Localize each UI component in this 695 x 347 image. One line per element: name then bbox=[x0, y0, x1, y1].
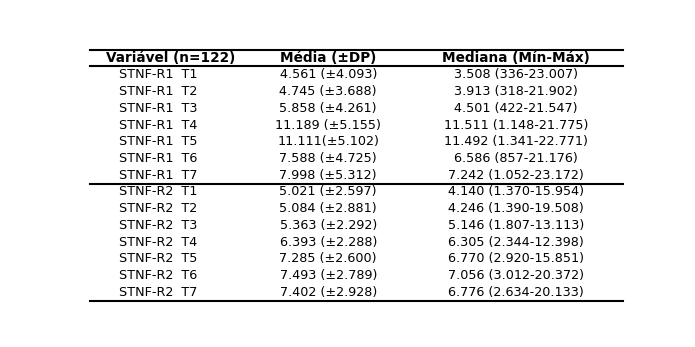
Text: 7.588 (±4.725): 7.588 (±4.725) bbox=[279, 152, 377, 165]
Text: STNF-R1  T5: STNF-R1 T5 bbox=[119, 135, 197, 148]
Text: STNF-R1  T2: STNF-R1 T2 bbox=[119, 85, 197, 98]
Text: 6.776 (2.634-20.133): 6.776 (2.634-20.133) bbox=[448, 286, 584, 299]
Text: 11.111(±5.102): 11.111(±5.102) bbox=[277, 135, 379, 148]
Text: 7.998 (±5.312): 7.998 (±5.312) bbox=[279, 169, 377, 182]
Text: 3.508 (336-23.007): 3.508 (336-23.007) bbox=[454, 68, 578, 81]
Text: STNF-R2  T7: STNF-R2 T7 bbox=[119, 286, 197, 299]
Text: 5.858 (±4.261): 5.858 (±4.261) bbox=[279, 102, 377, 115]
Text: 5.084 (±2.881): 5.084 (±2.881) bbox=[279, 202, 377, 215]
Text: 5.363 (±2.292): 5.363 (±2.292) bbox=[279, 219, 377, 232]
Text: STNF-R1  T4: STNF-R1 T4 bbox=[119, 119, 197, 132]
Text: 5.021 (±2.597): 5.021 (±2.597) bbox=[279, 186, 377, 198]
Text: 7.402 (±2.928): 7.402 (±2.928) bbox=[279, 286, 377, 299]
Text: 4.745 (±3.688): 4.745 (±3.688) bbox=[279, 85, 377, 98]
Text: 11.511 (1.148-21.775): 11.511 (1.148-21.775) bbox=[444, 119, 589, 132]
Text: STNF-R2  T3: STNF-R2 T3 bbox=[119, 219, 197, 232]
Text: 4.140 (1.370-15.954): 4.140 (1.370-15.954) bbox=[448, 186, 584, 198]
Text: 4.246 (1.390-19.508): 4.246 (1.390-19.508) bbox=[448, 202, 584, 215]
Text: Variável (n=122): Variável (n=122) bbox=[106, 51, 235, 65]
Text: STNF-R2  T4: STNF-R2 T4 bbox=[119, 236, 197, 249]
Text: 7.493 (±2.789): 7.493 (±2.789) bbox=[279, 269, 377, 282]
Text: STNF-R2  T1: STNF-R2 T1 bbox=[119, 186, 197, 198]
Text: 6.770 (2.920-15.851): 6.770 (2.920-15.851) bbox=[448, 253, 584, 265]
Text: 7.056 (3.012-20.372): 7.056 (3.012-20.372) bbox=[448, 269, 584, 282]
Text: Mediana (Mín-Máx): Mediana (Mín-Máx) bbox=[442, 51, 590, 65]
Text: 3.913 (318-21.902): 3.913 (318-21.902) bbox=[455, 85, 578, 98]
Text: 5.146 (1.807-13.113): 5.146 (1.807-13.113) bbox=[448, 219, 584, 232]
Text: 7.242 (1.052-23.172): 7.242 (1.052-23.172) bbox=[448, 169, 584, 182]
Text: 6.586 (857-21.176): 6.586 (857-21.176) bbox=[455, 152, 578, 165]
Text: STNF-R2  T2: STNF-R2 T2 bbox=[119, 202, 197, 215]
Text: 11.492 (1.341-22.771): 11.492 (1.341-22.771) bbox=[444, 135, 588, 148]
Text: STNF-R1  T7: STNF-R1 T7 bbox=[119, 169, 197, 182]
Text: 11.189 (±5.155): 11.189 (±5.155) bbox=[275, 119, 381, 132]
Text: STNF-R2  T6: STNF-R2 T6 bbox=[119, 269, 197, 282]
Text: 6.305 (2.344-12.398): 6.305 (2.344-12.398) bbox=[448, 236, 584, 249]
Text: STNF-R2  T5: STNF-R2 T5 bbox=[119, 253, 197, 265]
Text: STNF-R1  T3: STNF-R1 T3 bbox=[119, 102, 197, 115]
Text: Média (±DP): Média (±DP) bbox=[280, 51, 376, 65]
Text: 4.561 (±4.093): 4.561 (±4.093) bbox=[279, 68, 377, 81]
Text: 4.501 (422-21.547): 4.501 (422-21.547) bbox=[455, 102, 578, 115]
Text: 6.393 (±2.288): 6.393 (±2.288) bbox=[279, 236, 377, 249]
Text: 7.285 (±2.600): 7.285 (±2.600) bbox=[279, 253, 377, 265]
Text: STNF-R1  T1: STNF-R1 T1 bbox=[119, 68, 197, 81]
Text: STNF-R1  T6: STNF-R1 T6 bbox=[119, 152, 197, 165]
